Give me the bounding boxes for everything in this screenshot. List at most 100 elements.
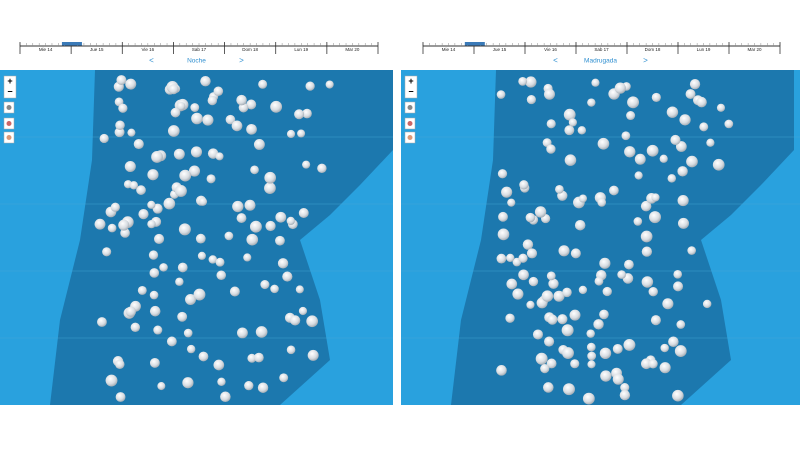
weather-icon	[220, 391, 231, 403]
weather-icon	[151, 151, 163, 163]
time-marker[interactable]	[464, 42, 485, 46]
weather-icon	[699, 122, 709, 132]
weather-icon	[614, 82, 626, 94]
map: +−	[401, 70, 800, 405]
weather-icon	[213, 86, 224, 97]
zoom-in[interactable]: +	[7, 76, 12, 86]
weather-icon	[157, 382, 166, 391]
weather-icon	[275, 235, 285, 246]
weather-icon	[677, 166, 688, 177]
next-button[interactable]: >	[239, 56, 244, 65]
weather-icon	[118, 103, 128, 113]
weather-icon	[546, 144, 556, 154]
weather-icon	[526, 95, 536, 105]
weather-icon	[507, 198, 516, 207]
weather-icon	[673, 281, 684, 292]
day-label[interactable]: Mie 14	[442, 47, 456, 52]
weather-icon	[260, 280, 270, 290]
day-label[interactable]: Vie 16	[544, 47, 557, 52]
day-label[interactable]: Jue 15	[493, 47, 507, 52]
weather-icon	[244, 199, 256, 211]
weather-icon	[294, 109, 305, 120]
weather-icon	[116, 75, 127, 86]
weather-icon	[574, 219, 586, 231]
day-label[interactable]: Sab 17	[594, 47, 609, 52]
weather-icon	[153, 325, 163, 335]
weather-icon	[518, 77, 528, 86]
zoom-control	[3, 75, 17, 99]
zoom-in[interactable]: +	[408, 76, 413, 86]
weather-icon	[667, 174, 677, 183]
prev-button[interactable]: <	[553, 56, 558, 65]
weather-icon	[265, 220, 276, 232]
weather-icon	[562, 287, 572, 298]
weather-icon	[149, 305, 161, 317]
weather-icon	[170, 107, 181, 118]
weather-icon	[689, 79, 701, 90]
weather-icon	[136, 185, 146, 195]
weather-icon	[277, 258, 289, 269]
day-label[interactable]: Vie 16	[142, 47, 155, 52]
weather-icon	[597, 137, 610, 150]
weather-icon	[528, 276, 539, 287]
weather-icon	[564, 125, 575, 136]
weather-icon	[602, 286, 612, 297]
day-label[interactable]: Sab 17	[192, 47, 207, 52]
weather-icon	[617, 270, 626, 279]
day-label[interactable]: Mar 20	[345, 47, 360, 52]
weather-icon	[302, 160, 311, 169]
weather-icon	[254, 352, 264, 363]
weather-icon	[297, 129, 306, 138]
weather-icon	[534, 206, 547, 218]
weather-icon	[541, 290, 554, 302]
weather-icon	[543, 88, 555, 100]
day-label[interactable]: Jue 15	[90, 47, 104, 52]
weather-icon	[246, 123, 257, 135]
weather-icon	[237, 327, 248, 339]
weather-icon	[702, 299, 712, 309]
weather-icon	[525, 76, 537, 88]
weather-icon	[183, 328, 193, 338]
weather-icon	[546, 271, 556, 281]
zoom-out[interactable]: −	[408, 86, 413, 96]
weather-icon	[270, 100, 283, 113]
weather-icon	[264, 182, 276, 194]
day-label[interactable]: Dom 18	[645, 47, 661, 52]
zoom-out[interactable]: −	[7, 86, 12, 96]
weather-icon	[649, 211, 661, 224]
weather-icon	[686, 155, 698, 168]
weather-icon	[168, 84, 179, 95]
weather-icon	[177, 311, 188, 322]
day-label[interactable]: Mar 20	[747, 47, 762, 52]
weather-icon	[648, 286, 658, 297]
weather-icon	[676, 320, 686, 329]
weather-icon	[623, 338, 636, 351]
weather-icon	[578, 285, 588, 295]
weather-icon	[102, 247, 112, 257]
prev-button[interactable]: <	[149, 56, 154, 65]
weather-icon	[177, 262, 188, 273]
weather-icon	[696, 96, 707, 108]
weather-icon	[594, 276, 604, 286]
day-label[interactable]: Lun 19	[697, 47, 711, 52]
weather-icon	[641, 246, 653, 257]
weather-icon	[250, 165, 259, 175]
time-marker[interactable]	[61, 42, 82, 46]
weather-icon	[191, 112, 203, 125]
weather-icon	[677, 195, 689, 207]
day-label[interactable]: Mie 14	[39, 47, 53, 52]
layer-icon	[6, 105, 12, 110]
day-label[interactable]: Lun 19	[294, 47, 308, 52]
weather-icon	[659, 154, 668, 163]
weather-icon	[626, 111, 636, 121]
weather-icon	[557, 314, 568, 325]
weather-icon	[587, 98, 596, 107]
weather-icon	[543, 382, 554, 393]
weather-icon	[659, 362, 671, 374]
weather-icon	[587, 351, 597, 361]
weather-icon	[650, 315, 661, 326]
next-button[interactable]: >	[643, 56, 648, 65]
day-label[interactable]: Dom 18	[242, 47, 258, 52]
weather-icon	[118, 219, 130, 231]
